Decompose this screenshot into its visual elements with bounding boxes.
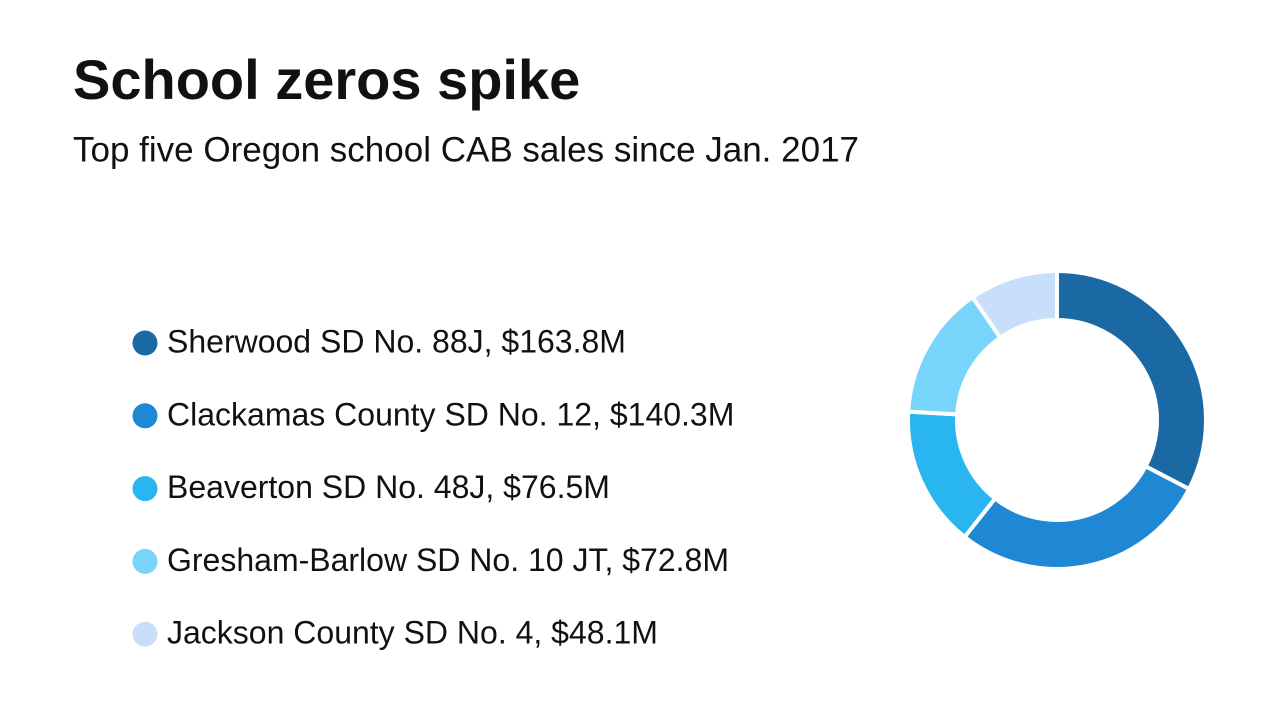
donut-slice <box>961 463 1192 571</box>
legend-label: Gresham-Barlow SD No. 10 JT, $72.8M <box>167 542 729 578</box>
legend-label: Beaverton SD No. 48J, $76.5M <box>167 469 610 505</box>
legend-swatch <box>132 548 158 574</box>
donut-slice <box>906 409 998 540</box>
donut-slice <box>1055 268 1208 492</box>
legend-label: Jackson County SD No. 4, $48.1M <box>167 615 658 651</box>
chart-title: School zeros spike <box>73 48 580 111</box>
legend-swatch <box>132 621 158 647</box>
legend-label: Clackamas County SD No. 12, $140.3M <box>167 396 734 432</box>
donut-slice <box>969 268 1059 341</box>
chart-subtitle: Top five Oregon school CAB sales since J… <box>73 130 859 169</box>
legend-swatch <box>132 476 158 502</box>
legend-label: Sherwood SD No. 88J, $163.8M <box>167 323 626 359</box>
legend-swatch <box>132 403 158 429</box>
legend-swatch <box>132 330 158 356</box>
